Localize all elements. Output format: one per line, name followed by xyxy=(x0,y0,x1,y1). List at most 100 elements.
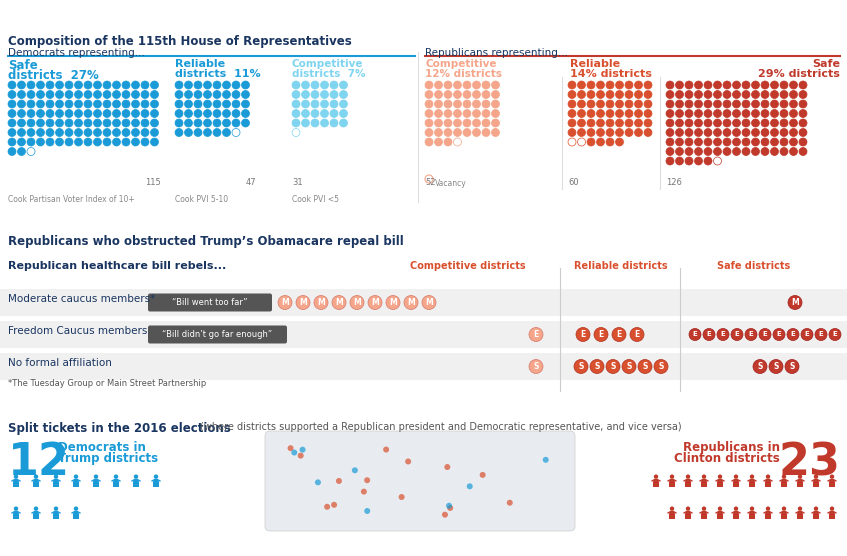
Circle shape xyxy=(587,91,595,98)
Polygon shape xyxy=(763,512,766,514)
Circle shape xyxy=(311,81,319,89)
Polygon shape xyxy=(13,479,19,483)
Circle shape xyxy=(830,507,834,511)
Circle shape xyxy=(56,119,64,127)
Circle shape xyxy=(622,360,636,374)
Circle shape xyxy=(54,474,58,479)
Circle shape xyxy=(815,329,827,340)
Polygon shape xyxy=(749,511,756,515)
Circle shape xyxy=(383,446,389,453)
Circle shape xyxy=(36,110,45,117)
Polygon shape xyxy=(156,483,159,487)
Polygon shape xyxy=(113,479,119,483)
Text: Republicans who obstructed Trump’s Obamacare repeal bill: Republicans who obstructed Trump’s Obama… xyxy=(8,235,404,248)
Circle shape xyxy=(175,100,183,108)
Circle shape xyxy=(75,110,82,117)
Circle shape xyxy=(606,119,614,127)
Circle shape xyxy=(141,100,149,108)
Circle shape xyxy=(733,100,740,108)
Circle shape xyxy=(491,91,500,98)
Circle shape xyxy=(435,100,442,108)
Circle shape xyxy=(75,81,82,89)
Text: 12% districts: 12% districts xyxy=(425,69,502,79)
Circle shape xyxy=(723,147,731,156)
Circle shape xyxy=(425,119,433,127)
Circle shape xyxy=(56,81,64,89)
Circle shape xyxy=(330,100,338,108)
Polygon shape xyxy=(817,483,819,487)
Circle shape xyxy=(93,110,102,117)
Text: S: S xyxy=(658,362,664,371)
Polygon shape xyxy=(795,512,798,514)
Circle shape xyxy=(425,110,433,117)
Circle shape xyxy=(634,110,643,117)
Circle shape xyxy=(596,81,605,89)
Circle shape xyxy=(311,91,319,98)
Circle shape xyxy=(131,110,140,117)
Circle shape xyxy=(34,474,38,479)
Circle shape xyxy=(625,110,633,117)
Circle shape xyxy=(799,81,807,89)
Polygon shape xyxy=(747,512,750,514)
Circle shape xyxy=(364,508,370,514)
Text: Reliable districts: Reliable districts xyxy=(574,261,667,271)
Circle shape xyxy=(676,91,684,98)
Circle shape xyxy=(814,507,818,511)
Circle shape xyxy=(292,100,300,108)
Text: Cook Partisan Voter Index of 10+: Cook Partisan Voter Index of 10+ xyxy=(8,195,135,204)
Circle shape xyxy=(704,128,712,137)
Circle shape xyxy=(232,128,240,137)
Circle shape xyxy=(733,128,740,137)
Circle shape xyxy=(676,81,684,89)
Circle shape xyxy=(340,119,347,127)
Polygon shape xyxy=(690,512,693,514)
Polygon shape xyxy=(722,512,724,514)
Polygon shape xyxy=(71,479,74,481)
Circle shape xyxy=(644,110,652,117)
Text: Freedom Caucus members: Freedom Caucus members xyxy=(8,325,147,335)
Circle shape xyxy=(482,110,490,117)
Circle shape xyxy=(695,138,702,146)
Circle shape xyxy=(578,128,585,137)
Circle shape xyxy=(435,138,442,146)
Polygon shape xyxy=(58,479,60,481)
Polygon shape xyxy=(781,511,787,515)
Circle shape xyxy=(34,507,38,511)
Polygon shape xyxy=(684,515,688,519)
Circle shape xyxy=(185,100,192,108)
Circle shape xyxy=(666,128,674,137)
Circle shape xyxy=(404,295,418,310)
Circle shape xyxy=(713,157,722,165)
Circle shape xyxy=(799,91,807,98)
Circle shape xyxy=(473,81,480,89)
Circle shape xyxy=(65,91,73,98)
Circle shape xyxy=(36,128,45,137)
Circle shape xyxy=(713,138,722,146)
Circle shape xyxy=(780,110,788,117)
Polygon shape xyxy=(779,512,782,514)
Circle shape xyxy=(742,91,750,98)
Text: 115: 115 xyxy=(145,178,161,187)
Circle shape xyxy=(46,119,54,127)
Circle shape xyxy=(122,110,130,117)
Circle shape xyxy=(185,128,192,137)
Circle shape xyxy=(203,81,212,89)
Circle shape xyxy=(713,81,722,89)
Polygon shape xyxy=(690,479,693,481)
Circle shape xyxy=(578,119,585,127)
Circle shape xyxy=(634,119,643,127)
Circle shape xyxy=(18,100,25,108)
Text: E: E xyxy=(833,331,838,337)
Circle shape xyxy=(750,474,754,479)
Circle shape xyxy=(103,138,111,146)
Circle shape xyxy=(789,119,798,127)
Polygon shape xyxy=(673,483,675,487)
Circle shape xyxy=(666,138,674,146)
Circle shape xyxy=(616,128,623,137)
Polygon shape xyxy=(684,511,691,515)
Circle shape xyxy=(46,81,54,89)
Circle shape xyxy=(27,100,35,108)
Circle shape xyxy=(761,81,769,89)
Polygon shape xyxy=(813,479,819,483)
Polygon shape xyxy=(781,483,783,487)
